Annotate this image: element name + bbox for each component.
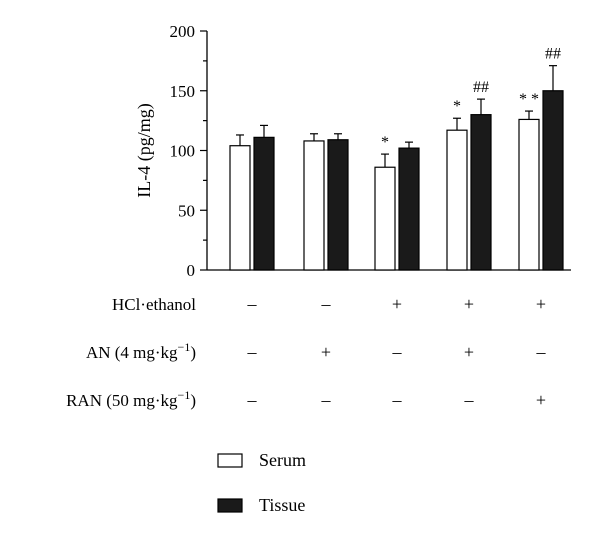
- bar-tissue: [327, 139, 349, 271]
- treatment-sign: –: [321, 294, 332, 314]
- bar-tissue: [253, 136, 275, 271]
- bar-tissue: [470, 114, 492, 271]
- treatment-sign: –: [247, 294, 258, 314]
- y-tick-label: 100: [170, 142, 196, 161]
- significance-mark: ##: [473, 79, 489, 96]
- bar-tissue: [398, 147, 420, 271]
- treatment-sign: +: [464, 294, 474, 314]
- significance-mark: * *: [519, 91, 539, 108]
- legend-swatch-tissue: [217, 498, 243, 513]
- bar-serum: [374, 166, 396, 271]
- legend-label-tissue: Tissue: [259, 495, 305, 515]
- bar-serum: [229, 145, 251, 271]
- treatment-sign: –: [392, 342, 403, 362]
- bar-tissue: [542, 90, 564, 271]
- treatment-table: HCl·ethanol – – + + + AN (4 mg·kg−1) – + – + – RAN (…: [66, 294, 546, 410]
- bar-serum: [303, 140, 325, 271]
- treatment-sign: +: [464, 342, 474, 362]
- legend-swatch-serum: [217, 453, 243, 468]
- bar-serum: [446, 129, 468, 271]
- y-axis-label: IL-4 (pg/mg): [134, 103, 155, 197]
- significance-mark: *: [381, 134, 389, 151]
- treatment-label: AN (4 mg·kg−1): [86, 340, 196, 362]
- treatment-label: RAN (50 mg·kg−1): [66, 388, 196, 410]
- treatment-sign: +: [536, 390, 546, 410]
- bars: * * * * ## ##: [229, 46, 564, 271]
- y-tick-label: 0: [187, 261, 196, 280]
- bar-serum: [518, 118, 540, 271]
- y-tick-label: 50: [178, 201, 195, 220]
- treatment-sign: –: [321, 390, 332, 410]
- y-tick-label: 200: [170, 22, 196, 41]
- treatment-sign: –: [247, 342, 258, 362]
- y-tick-label: 150: [170, 82, 196, 101]
- treatment-sign: –: [536, 342, 547, 362]
- treatment-sign: –: [247, 390, 258, 410]
- significance-mark: ##: [545, 46, 561, 63]
- legend: Serum Tissue: [217, 450, 306, 515]
- treatment-sign: +: [392, 294, 402, 314]
- treatment-label: HCl·ethanol: [112, 295, 196, 314]
- axes: 0 50 100 150 200 IL-4 (pg/mg): [134, 22, 571, 280]
- significance-mark: *: [453, 98, 461, 115]
- treatment-sign: +: [321, 342, 331, 362]
- treatment-sign: –: [464, 390, 475, 410]
- legend-label-serum: Serum: [259, 450, 306, 470]
- treatment-sign: +: [536, 294, 546, 314]
- treatment-sign: –: [392, 390, 403, 410]
